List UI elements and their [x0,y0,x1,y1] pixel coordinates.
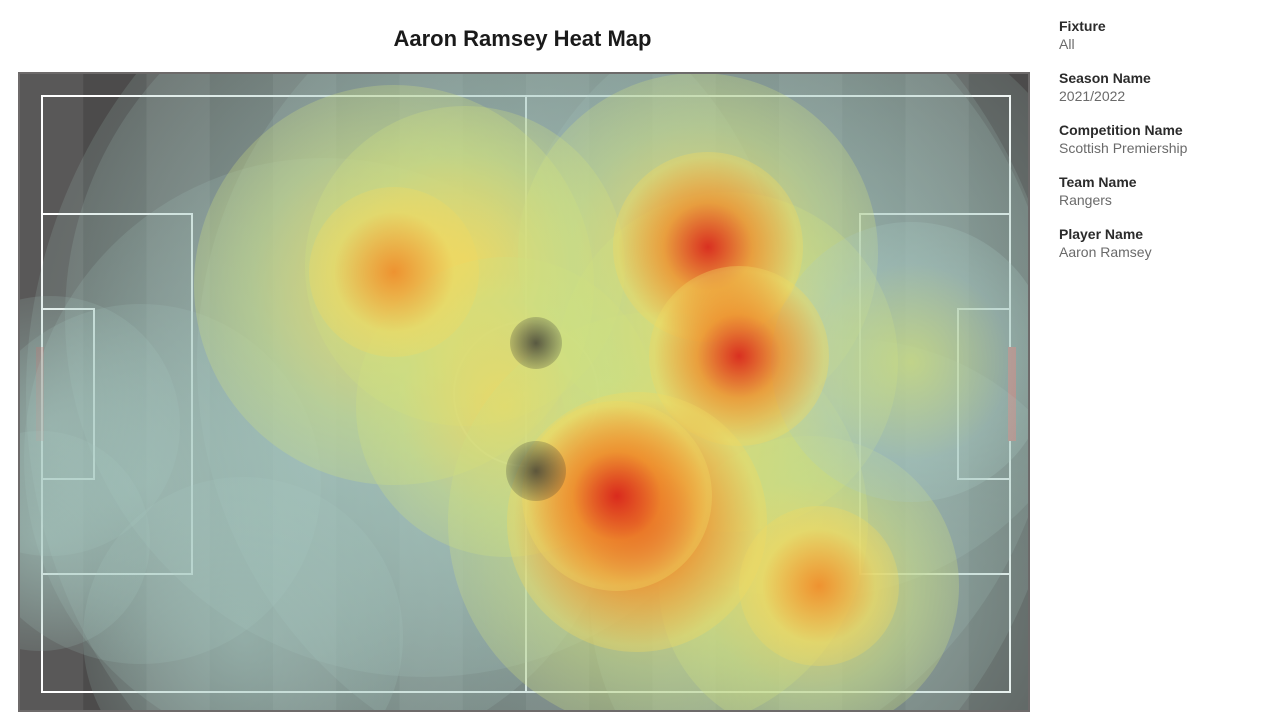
meta-group: Season Name 2021/2022 [1059,70,1266,104]
meta-value: Aaron Ramsey [1059,244,1266,260]
meta-value: All [1059,36,1266,52]
meta-group: Team Name Rangers [1059,174,1266,208]
chart-area: Aaron Ramsey Heat Map [0,0,1045,720]
pitch-container [18,72,1030,712]
app-root: Aaron Ramsey Heat Map Fixture All Season N… [0,0,1280,720]
meta-group: Competition Name Scottish Premiership [1059,122,1266,156]
meta-label: Fixture [1059,18,1266,34]
meta-label: Season Name [1059,70,1266,86]
meta-value: 2021/2022 [1059,88,1266,104]
sidebar: Fixture All Season Name 2021/2022 Competitio… [1045,0,1280,720]
meta-label: Competition Name [1059,122,1266,138]
meta-label: Team Name [1059,174,1266,190]
meta-value: Rangers [1059,192,1266,208]
pitch-svg [20,74,1030,712]
meta-label: Player Name [1059,226,1266,242]
meta-value: Scottish Premiership [1059,140,1266,156]
meta-group: Player Name Aaron Ramsey [1059,226,1266,260]
chart-title: Aaron Ramsey Heat Map [0,26,1045,52]
meta-group: Fixture All [1059,18,1266,52]
